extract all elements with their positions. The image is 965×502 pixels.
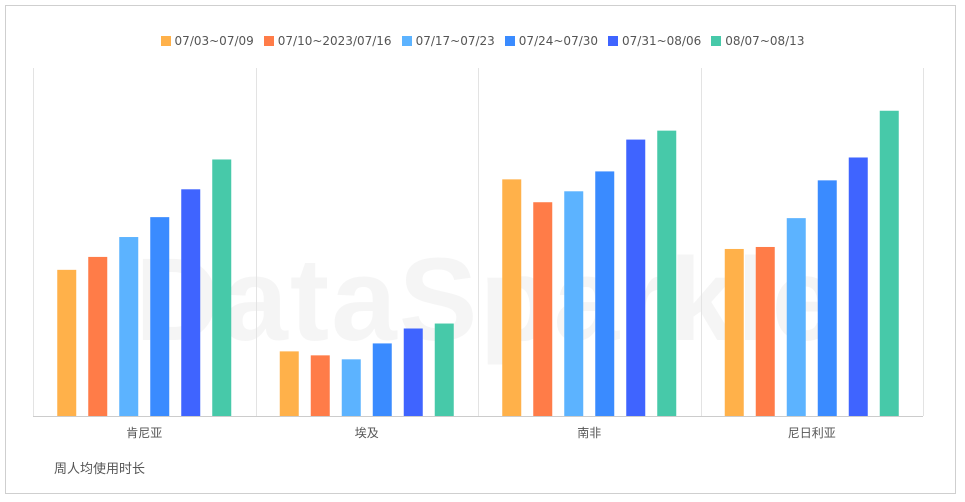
bar[interactable] xyxy=(212,159,232,416)
legend: 07/03~07/09 07/10~2023/07/16 07/17~07/23 07… xyxy=(0,34,965,48)
legend-item[interactable]: 07/31~08/06 xyxy=(608,34,701,48)
bar[interactable] xyxy=(502,179,522,416)
bar[interactable] xyxy=(181,189,201,416)
legend-item[interactable]: 07/03~07/09 xyxy=(160,34,254,48)
bar[interactable] xyxy=(372,343,392,416)
legend-swatch xyxy=(504,36,515,46)
bar[interactable] xyxy=(434,323,454,416)
bar[interactable] xyxy=(724,248,744,416)
bar[interactable] xyxy=(564,191,584,416)
x-tick-label: 南非 xyxy=(577,425,601,440)
bar[interactable] xyxy=(595,171,615,416)
x-tick-label: 埃及 xyxy=(355,426,379,440)
legend-item[interactable]: 07/24~07/30 xyxy=(504,34,599,48)
legend-swatch xyxy=(401,36,412,46)
bar[interactable] xyxy=(848,157,868,416)
legend-swatch xyxy=(711,36,722,46)
bar[interactable] xyxy=(879,110,899,417)
bar[interactable] xyxy=(88,256,108,416)
bar[interactable] xyxy=(279,351,299,416)
x-tick-label: 肯尼亚 xyxy=(126,426,162,440)
bar[interactable] xyxy=(119,237,139,416)
bar[interactable] xyxy=(150,217,170,416)
bar[interactable] xyxy=(403,328,423,416)
legend-swatch xyxy=(263,36,274,46)
bar[interactable] xyxy=(657,130,677,416)
bar[interactable] xyxy=(310,355,330,416)
legend-swatch xyxy=(160,36,171,46)
legend-label: 07/10~2023/07/16 xyxy=(277,34,392,48)
legend-item[interactable]: 07/17~07/23 xyxy=(401,34,495,48)
legend-item[interactable]: 08/07~08/13 xyxy=(711,34,804,48)
x-tick-label: 尼日利亚 xyxy=(788,426,836,440)
legend-label: 07/24~07/30 xyxy=(518,34,599,48)
legend-label: 07/17~07/23 xyxy=(415,34,495,48)
legend-label: 07/31~08/06 xyxy=(622,34,702,48)
bar[interactable] xyxy=(533,202,553,416)
legend-label: 07/03~07/09 xyxy=(174,34,254,48)
bar[interactable] xyxy=(755,246,775,416)
legend-item[interactable]: 07/10~2023/07/16 xyxy=(263,34,392,48)
legend-swatch xyxy=(608,36,619,46)
bar[interactable] xyxy=(626,139,646,417)
bar[interactable] xyxy=(786,218,806,416)
bar[interactable] xyxy=(817,180,837,416)
legend-label: 08/07~08/13 xyxy=(725,34,805,48)
chart-caption: 周人均使用时长 xyxy=(54,462,146,477)
bar[interactable] xyxy=(341,359,361,416)
bar[interactable] xyxy=(57,269,77,416)
